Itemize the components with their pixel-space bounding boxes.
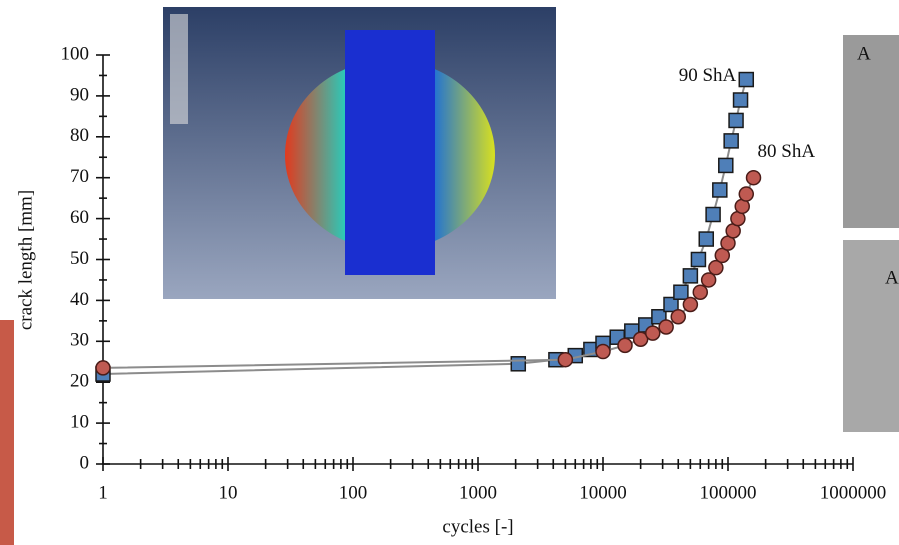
x-tick-label: 100 xyxy=(339,482,368,503)
fea-shaft xyxy=(345,30,435,275)
y-tick-label: 70 xyxy=(70,166,89,187)
x-tick-label: 10 xyxy=(219,482,238,503)
data-point xyxy=(617,337,633,354)
data-point xyxy=(700,272,717,288)
data-point xyxy=(714,247,731,264)
x-tick-label: 1 xyxy=(98,482,108,503)
left-photo-edge xyxy=(0,320,14,545)
x-axis-title: cycles [-] xyxy=(442,516,513,537)
data-point xyxy=(690,251,707,268)
data-point xyxy=(738,186,755,202)
x-tick-label: 100000 xyxy=(700,482,757,503)
data-point xyxy=(698,231,715,247)
data-point xyxy=(708,259,724,276)
x-tick-label: 1000000 xyxy=(820,482,887,503)
series-label: 80 ShA xyxy=(758,141,816,162)
y-tick-label: 10 xyxy=(70,411,89,432)
data-point xyxy=(663,296,679,313)
data-point xyxy=(745,169,762,186)
data-point xyxy=(510,356,527,372)
y-tick-label: 20 xyxy=(70,371,89,392)
y-tick-label: 50 xyxy=(70,248,89,269)
data-point xyxy=(658,319,674,335)
data-point xyxy=(692,284,709,300)
fea-inset xyxy=(163,7,556,299)
data-point xyxy=(718,157,734,174)
data-point xyxy=(670,309,687,325)
data-point xyxy=(95,360,111,376)
y-tick-label: 90 xyxy=(70,84,89,105)
data-point xyxy=(595,343,611,360)
series-label: 90 ShA xyxy=(679,65,737,86)
data-point xyxy=(682,296,699,313)
y-tick-label: 0 xyxy=(80,452,90,473)
data-point xyxy=(673,284,689,300)
data-point xyxy=(632,331,649,348)
data-point xyxy=(728,112,744,129)
data-point xyxy=(723,133,739,149)
y-tick-label: 60 xyxy=(70,207,89,228)
y-tick-label: 100 xyxy=(61,43,90,64)
data-point xyxy=(738,71,755,88)
data-point xyxy=(705,206,721,223)
sem-panel xyxy=(843,240,899,432)
data-point xyxy=(712,182,728,198)
fea-color-legend xyxy=(170,14,188,124)
x-tick-label: 1000 xyxy=(459,482,497,503)
y-tick-label: 40 xyxy=(70,289,89,310)
y-axis-title: crack length [mm] xyxy=(15,190,36,330)
x-tick-label: 10000 xyxy=(579,482,627,503)
data-point xyxy=(644,325,661,341)
data-point xyxy=(557,351,574,368)
y-tick-label: 80 xyxy=(70,125,89,146)
panel-label: A xyxy=(885,267,899,288)
data-point xyxy=(682,268,699,284)
y-tick-label: 30 xyxy=(70,330,89,351)
panel-label: A xyxy=(857,43,871,64)
sem-panel xyxy=(843,35,899,228)
data-point xyxy=(732,92,749,108)
